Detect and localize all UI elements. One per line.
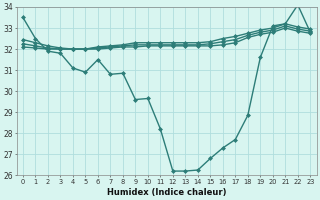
X-axis label: Humidex (Indice chaleur): Humidex (Indice chaleur) (107, 188, 226, 197)
